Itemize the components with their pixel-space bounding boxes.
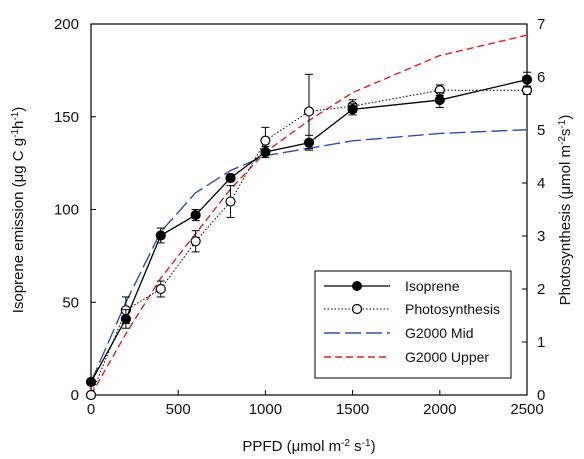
legend-photosynthesis-label: Photosynthesis [405,301,500,317]
legend-g2000-upper-label: G2000 Upper [405,349,489,365]
y-left-tick-label-0: 0 [71,387,79,404]
series-isoprene [85,71,533,388]
y-left-tick-label-1: 50 [62,294,79,311]
series-line-photosynthesis [90,89,527,396]
y-right-tick-label-6: 6 [537,69,545,86]
legend-photosynthesis-marker [351,303,363,315]
legend: Isoprene Photosynthesis G2000 Mid G2000 … [314,270,512,379]
y-left-tick-label-4: 200 [54,16,79,33]
y-left-tick-label-2: 100 [54,202,79,219]
x-tick-label-0: 0 [87,401,95,418]
series-g2000-mid [90,129,528,383]
point-photosynthesis-3 [190,236,201,247]
legend-isoprene-marker [352,281,362,291]
series-line-g2000-upper [90,34,528,396]
y-right-axis-title: Photosynthesis (μmol m-2s-1) [557,115,575,306]
y-left-axis-title: Isoprene emission (μg C g-1h-1) [10,107,28,314]
point-isoprene-4 [225,172,236,184]
point-isoprene-3 [190,209,201,221]
point-isoprene-0 [85,376,97,388]
legend-item-g2000-upper: G2000 Upper [324,349,489,365]
x-tick-label-4: 2000 [423,401,456,418]
x-axis-title: PPFD (μmol m-2 s-1) [242,438,375,456]
y-right-tick-label-0: 0 [537,387,545,404]
point-photosynthesis-0 [85,389,97,401]
series-g2000-upper [90,34,528,396]
point-photosynthesis-2 [155,283,166,295]
legend-item-isoprene: Isoprene [324,278,460,294]
point-isoprene-9 [521,74,533,85]
point-isoprene-1 [120,313,131,325]
y-right-tick-label-1: 1 [537,334,545,351]
point-photosynthesis-6 [303,106,315,117]
legend-g2000-mid-label: G2000 Mid [405,325,473,341]
legend-isoprene-label: Isoprene [405,278,460,294]
y-right-tick-label-2: 2 [537,281,545,298]
x-tick-label-3: 1500 [336,401,369,418]
series-line-g2000-mid [90,129,528,383]
point-photosynthesis-5 [260,135,271,146]
point-isoprene-8 [434,94,445,106]
x-tick-label-5: 2500 [510,401,543,418]
series-line-isoprene [90,79,528,383]
point-isoprene-5 [260,146,271,158]
x-tick-label-2: 1000 [249,401,282,418]
legend-item-photosynthesis: Photosynthesis [324,301,500,317]
point-isoprene-7 [347,104,358,115]
y-right-tick-label-5: 5 [537,122,545,139]
legend-item-g2000-mid: G2000 Mid [324,325,473,341]
y-right-tick-label-3: 3 [537,228,545,245]
y-right-tick-label-7: 7 [537,16,545,33]
legend-box [314,270,512,379]
y-left-tick-label-3: 150 [54,109,79,126]
point-isoprene-6 [303,137,315,148]
x-tick-label-1: 500 [166,401,191,418]
point-isoprene-2 [155,230,166,241]
y-right-tick-label-4: 4 [537,175,545,192]
series-group [85,34,533,401]
point-photosynthesis-4 [225,196,236,207]
